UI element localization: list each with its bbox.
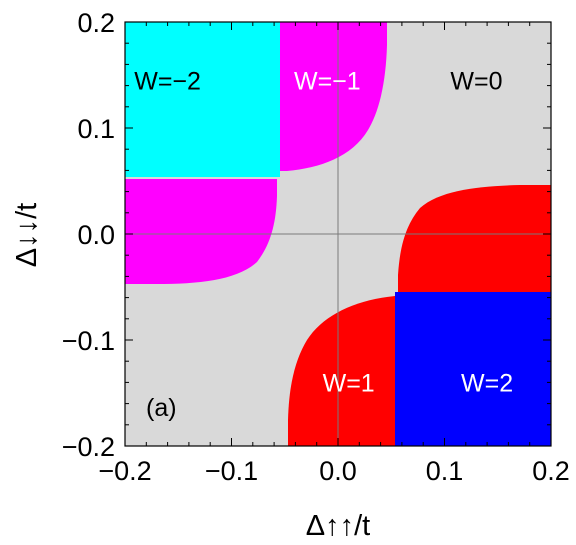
x-tick-label: 0.1: [426, 456, 464, 486]
region-label-4: W=2: [461, 369, 513, 397]
region-w1-right: [398, 185, 551, 292]
y-axis-title: Δ↓↓/t: [11, 203, 43, 268]
y-tick-label: 0.0: [77, 220, 115, 250]
region-w-minus1-top: [280, 22, 387, 171]
region-label-1: W=−1: [294, 67, 361, 95]
x-tick-label: 0.2: [532, 456, 570, 486]
region-w-minus2: [125, 22, 280, 177]
y-tick-label: −0.1: [62, 326, 115, 356]
region-label-0: W=−2: [134, 67, 201, 95]
axes: −0.2 −0.1 0.0 0.1 0.2 −0.2 −0.1 0.0 0.1 0.2: [62, 8, 570, 486]
x-axis-title: Δ↑↑/t: [306, 510, 371, 542]
y-tick-label: −0.2: [62, 432, 115, 462]
y-tick-label: 0.1: [77, 114, 115, 144]
region-label-3: W=1: [323, 369, 375, 397]
region-w-minus1-left: [125, 179, 277, 284]
region-labels: W=−2 W=−1 W=0 W=1 W=2: [134, 67, 513, 397]
y-tick-label: 0.2: [77, 8, 115, 38]
x-tick-label: −0.2: [98, 456, 151, 486]
region-w2: [395, 292, 551, 446]
region-label-2: W=0: [450, 67, 502, 95]
x-tick-label: 0.0: [319, 456, 357, 486]
panel-label: (a): [146, 394, 177, 422]
region-w1-bottom: [288, 296, 395, 446]
x-tick-label: −0.1: [205, 456, 258, 486]
